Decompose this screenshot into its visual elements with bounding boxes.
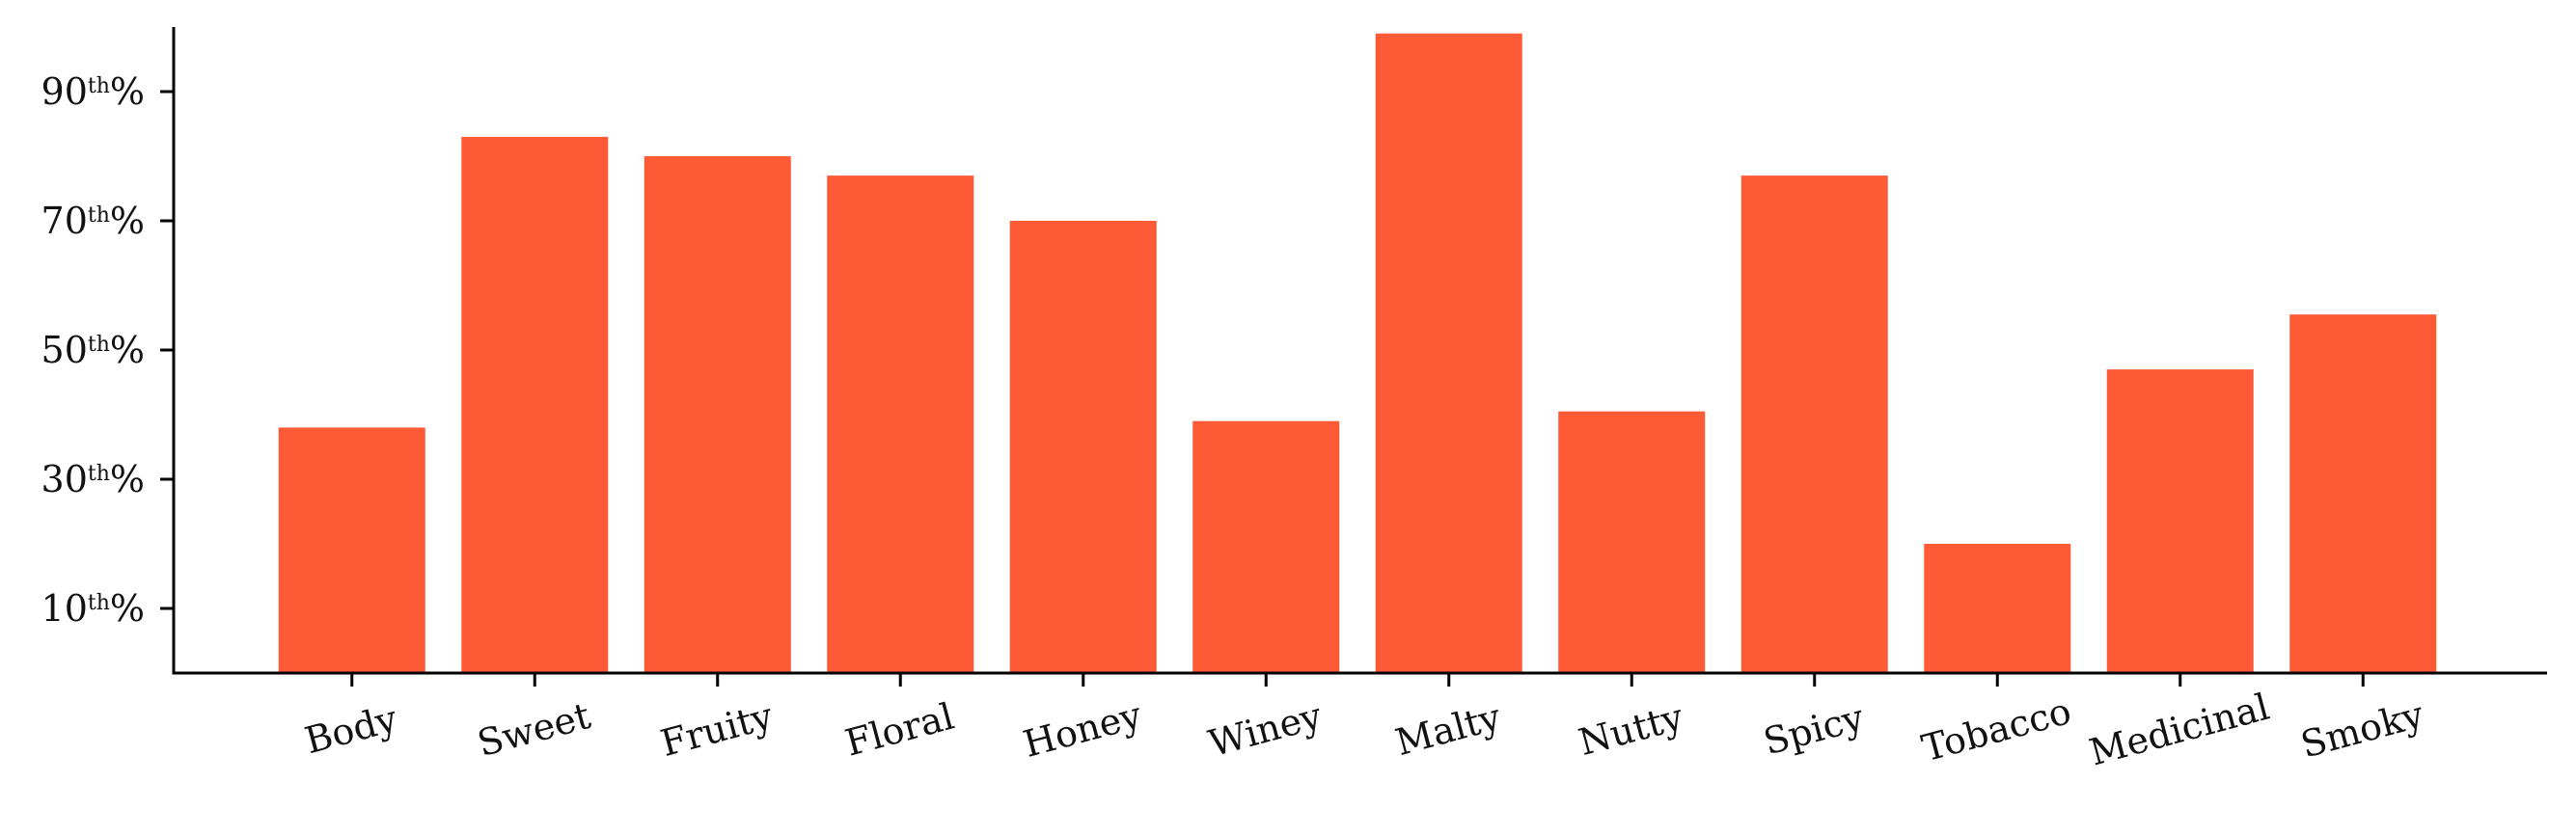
bar-smoky [2289, 314, 2437, 673]
x-tick-label-body: Body [300, 697, 401, 763]
x-tick-label-smoky: Smoky [2296, 692, 2428, 766]
x-tick-label-nutty: Nutty [1575, 695, 1688, 764]
bar-sweet [461, 136, 609, 673]
y-tick-label-10: 10th% [41, 587, 145, 630]
x-tick-label-sweet: Sweet [473, 694, 594, 765]
x-tick-label-fruity: Fruity [656, 694, 778, 765]
y-tick-percent-sign: % [110, 458, 145, 500]
y-tick-number: 10 [41, 587, 88, 630]
bar-medicinal [2106, 369, 2254, 673]
y-tick-percent-sign: % [110, 329, 145, 371]
y-tick-percent-sign: % [110, 70, 145, 113]
bar-floral [827, 175, 974, 674]
x-tick-label-tobacco: Tobacco [1917, 689, 2075, 769]
y-tick-label-70: 70th% [41, 200, 145, 242]
y-tick-number: 70 [41, 200, 88, 242]
y-tick-label-90: 90th% [41, 70, 145, 113]
y-tick-number: 90 [41, 70, 88, 113]
x-tick-label-medicinal: Medicinal [2085, 686, 2273, 774]
y-axis-ticks: 10th%30th%50th%70th%90th% [41, 70, 174, 630]
y-tick-ordinal-suffix: th [88, 203, 110, 228]
bar-honey [1009, 221, 1157, 673]
y-tick-ordinal-suffix: th [88, 74, 110, 98]
y-tick-ordinal-suffix: th [88, 591, 110, 615]
bar-winey [1192, 420, 1340, 673]
bars-group [278, 33, 2437, 674]
y-tick-percent-sign: % [110, 587, 145, 630]
y-tick-ordinal-suffix: th [88, 333, 110, 357]
bar-body [278, 427, 425, 673]
bar-tobacco [1924, 544, 2071, 673]
x-tick-label-malty: Malty [1391, 695, 1506, 764]
bar-malty [1375, 33, 1522, 673]
x-tick-label-winey: Winey [1204, 694, 1327, 765]
x-tick-label-floral: Floral [840, 695, 958, 765]
x-axis-ticks: Body Sweet Fruity Floral Honey Winey Malty Nutt… [300, 673, 2428, 774]
y-tick-number: 50 [41, 329, 88, 371]
bar-nutty [1558, 411, 1706, 673]
y-tick-number: 30 [41, 458, 88, 500]
y-tick-ordinal-suffix: th [88, 462, 110, 486]
x-tick-label-honey: Honey [1019, 693, 1146, 766]
y-tick-label-30: 30th% [41, 458, 145, 500]
y-tick-label-50: 50th% [41, 329, 145, 371]
bar-fruity [644, 156, 791, 673]
y-tick-percent-sign: % [110, 200, 145, 242]
x-tick-label-spicy: Spicy [1759, 696, 1869, 764]
bar-spicy [1740, 175, 1888, 674]
